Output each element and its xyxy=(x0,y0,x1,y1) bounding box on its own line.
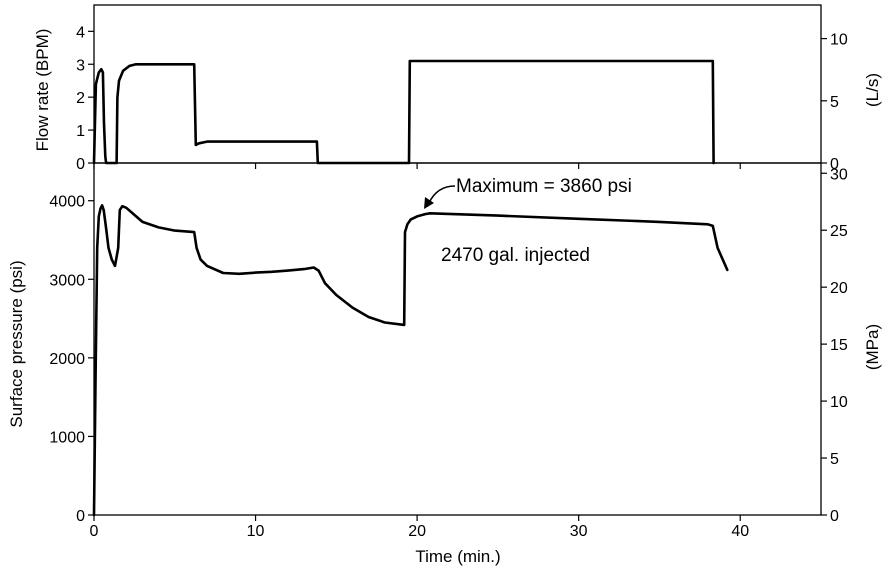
x-tick-label: 20 xyxy=(408,523,426,540)
pressure-y-tick-label: 1000 xyxy=(49,429,85,446)
x-tick-label: 10 xyxy=(247,523,265,540)
flow-rate-y2-tick-label: 0 xyxy=(830,156,839,173)
pressure-y-tick-label: 3000 xyxy=(49,272,85,289)
pressure-plot-frame xyxy=(93,162,822,516)
pressure-y2-tick-label: 15 xyxy=(830,337,848,354)
x-axis-title: Time (min.) xyxy=(415,547,500,566)
pressure-y2-tick-label: 25 xyxy=(830,223,848,240)
maximum-annotation: Maximum = 3860 psi xyxy=(456,176,632,197)
flow-rate-ticks: 0 1 2 3 4 0 5 10 xyxy=(76,24,848,173)
pressure-y2-tick-label: 30 xyxy=(830,166,848,183)
pressure-y-axis-title: Surface pressure (psi) xyxy=(7,260,26,427)
pressure-y-tick-label: 0 xyxy=(76,508,85,525)
x-tick-label: 40 xyxy=(731,523,749,540)
flow-rate-y-tick-label: 4 xyxy=(76,24,85,41)
pressure-y-tick-label: 2000 xyxy=(49,351,85,368)
maximum-annotation-arrow xyxy=(428,185,456,204)
flow-rate-secondary-axis-title: (L/s) xyxy=(863,73,882,107)
pressure-y2-tick-label: 20 xyxy=(830,280,848,297)
flow-rate-series xyxy=(92,59,715,165)
flow-rate-y2-tick-label: 5 xyxy=(830,94,839,111)
volume-injected-annotation: 2470 gal. injected xyxy=(441,245,590,266)
pressure-y2-tick-label: 10 xyxy=(830,394,848,411)
pressure-panel: 0 1000 2000 3000 4000 0 5 10 15 20 25 30 0 10 20 30 40 S… xyxy=(7,162,882,566)
flow-rate-panel: 0 1 2 3 4 0 5 10 Flow rate (BPM) (L/s) xyxy=(33,4,882,173)
flow-rate-y-tick-label: 0 xyxy=(76,156,85,173)
flow-rate-y2-tick-label: 10 xyxy=(830,32,848,49)
flow-rate-y-tick-label: 2 xyxy=(76,90,85,107)
pressure-y-tick-label: 4000 xyxy=(49,194,85,211)
pressure-series xyxy=(92,204,729,517)
x-tick-label: 0 xyxy=(90,523,99,540)
flow-rate-y-tick-label: 3 xyxy=(76,57,85,74)
pressure-y2-tick-label: 5 xyxy=(830,451,839,468)
pressure-y2-tick-label: 0 xyxy=(830,508,839,525)
pressure-ticks: 0 1000 2000 3000 4000 0 5 10 15 20 25 30 0 10 20 30 40 xyxy=(49,166,847,540)
pressure-secondary-axis-title: (MPa) xyxy=(863,324,882,370)
flow-rate-y-tick-label: 1 xyxy=(76,123,85,140)
flow-rate-y-axis-title: Flow rate (BPM) xyxy=(33,29,52,152)
x-tick-label: 30 xyxy=(570,523,588,540)
maximum-annotation-arrowhead xyxy=(424,197,434,209)
